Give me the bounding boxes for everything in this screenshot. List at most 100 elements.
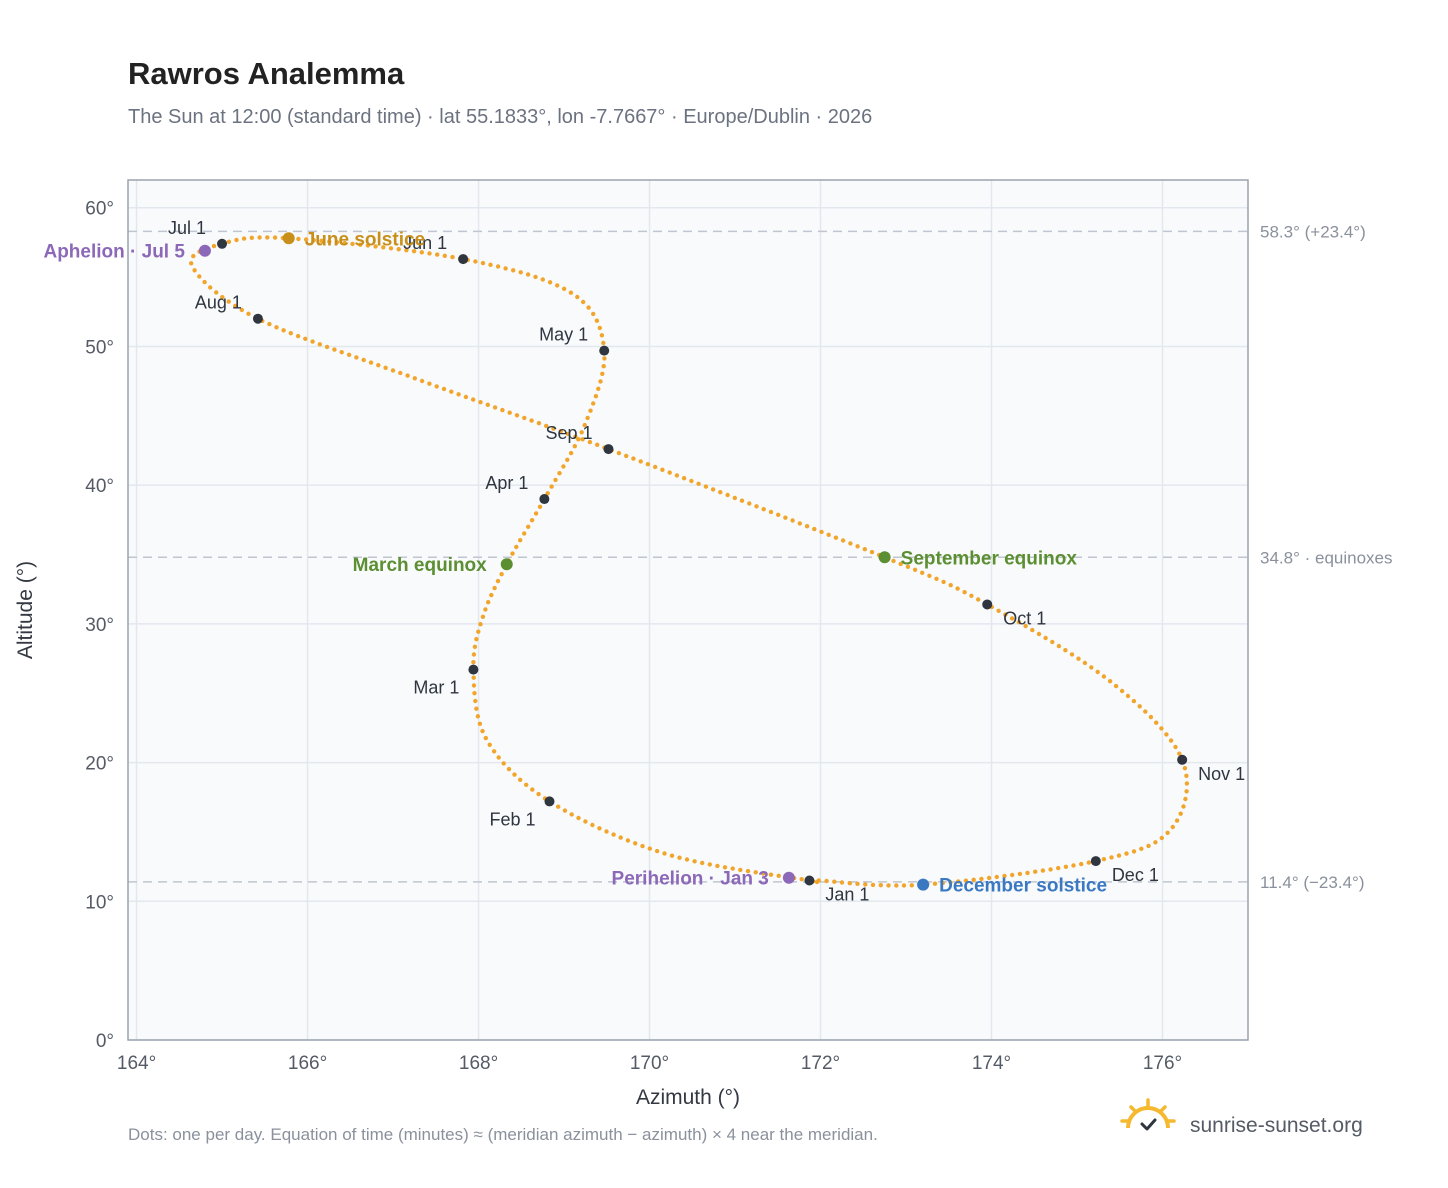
daily-sun-dot bbox=[483, 607, 488, 612]
daily-sun-dot bbox=[1086, 860, 1092, 865]
daily-sun-dot bbox=[529, 518, 535, 523]
daily-sun-dot bbox=[1056, 643, 1062, 649]
y-tick-label: 10° bbox=[85, 892, 114, 913]
daily-sun-dot bbox=[249, 235, 254, 240]
event-markers: June solstice March equinox September equi… bbox=[43, 229, 1107, 896]
daily-sun-dot bbox=[654, 848, 660, 854]
month-marker-dot bbox=[1090, 856, 1101, 867]
event-marker-label: Aphelion · Jul 5 bbox=[43, 242, 185, 263]
daily-sun-dot bbox=[819, 529, 824, 535]
daily-sun-dot bbox=[1017, 871, 1023, 877]
daily-sun-dot bbox=[1165, 830, 1170, 835]
daily-sun-dot bbox=[381, 245, 386, 250]
daily-sun-dot bbox=[553, 477, 558, 483]
daily-sun-dot bbox=[940, 880, 945, 886]
daily-sun-dot bbox=[480, 614, 486, 619]
daily-sun-dot bbox=[1016, 620, 1022, 625]
event-marker-label: December solstice bbox=[939, 876, 1107, 897]
daily-sun-dot bbox=[715, 863, 720, 869]
daily-sun-dot bbox=[597, 325, 602, 331]
daily-sun-dot bbox=[1069, 652, 1075, 657]
daily-sun-dot bbox=[575, 294, 580, 300]
daily-sun-dot bbox=[526, 524, 531, 529]
daily-sun-dot bbox=[565, 431, 571, 437]
brand-logo bbox=[1120, 1098, 1176, 1131]
daily-sun-dot bbox=[700, 860, 705, 866]
daily-sun-dot bbox=[376, 363, 381, 368]
daily-sun-dot bbox=[412, 376, 417, 381]
daily-sun-dot bbox=[847, 881, 852, 886]
daily-sun-dot bbox=[239, 307, 244, 313]
daily-sun-dot bbox=[491, 749, 497, 754]
daily-sun-dot bbox=[1131, 849, 1137, 854]
daily-sun-dot bbox=[1125, 693, 1131, 699]
event-marker-dot bbox=[782, 871, 795, 884]
daily-sun-dot bbox=[761, 871, 766, 876]
y-tick-label: 50° bbox=[85, 337, 114, 358]
daily-sun-dot bbox=[593, 394, 599, 399]
daily-sun-dot bbox=[427, 381, 432, 386]
daily-sun-dot bbox=[1023, 623, 1028, 629]
daily-sun-dot bbox=[483, 735, 488, 741]
reference-line-label: 58.3° (+23.4°) bbox=[1260, 222, 1366, 241]
daily-sun-dot bbox=[327, 239, 332, 244]
daily-sun-dot bbox=[602, 356, 607, 361]
daily-sun-dot bbox=[754, 504, 759, 509]
month-marker-dot bbox=[468, 664, 479, 675]
daily-sun-dot bbox=[257, 235, 262, 240]
daily-sun-dot bbox=[510, 551, 515, 556]
daily-sun-dot bbox=[478, 400, 483, 405]
daily-sun-dot bbox=[471, 397, 476, 402]
daily-sun-dot bbox=[233, 303, 238, 309]
daily-sun-dot bbox=[738, 867, 743, 873]
month-marker-dot bbox=[804, 875, 815, 886]
daily-sun-dot bbox=[365, 243, 371, 248]
daily-sun-dot bbox=[616, 450, 622, 456]
month-marker-dot bbox=[603, 444, 614, 455]
daily-sun-dot bbox=[544, 423, 549, 429]
daily-sun-dot bbox=[1076, 656, 1081, 661]
daily-sun-dot bbox=[524, 782, 529, 787]
daily-sun-dot bbox=[855, 881, 860, 886]
daily-sun-dot bbox=[826, 532, 831, 537]
daily-sun-dot bbox=[862, 547, 867, 552]
daily-sun-dot bbox=[435, 252, 440, 257]
daily-sun-dot bbox=[226, 239, 232, 244]
daily-sun-dot bbox=[1043, 635, 1048, 641]
daily-sun-dot bbox=[941, 579, 946, 585]
daily-sun-dot bbox=[434, 384, 439, 389]
daily-sun-dot bbox=[1181, 804, 1186, 809]
x-tick-label: 164° bbox=[117, 1053, 156, 1074]
daily-sun-dot bbox=[1184, 773, 1189, 778]
daily-sun-dot bbox=[824, 878, 829, 884]
daily-sun-dot bbox=[1071, 863, 1076, 868]
event-marker-dot bbox=[500, 558, 513, 571]
y-axis-label: Altitude (°) bbox=[14, 561, 37, 659]
month-marker-dot bbox=[1177, 754, 1188, 765]
daily-sun-dot bbox=[848, 541, 853, 546]
event-marker-label: March equinox bbox=[353, 555, 488, 576]
daily-sun-dot bbox=[511, 268, 516, 273]
daily-sun-dot bbox=[569, 812, 574, 817]
daily-sun-dot bbox=[692, 859, 697, 864]
x-tick-label: 168° bbox=[459, 1053, 498, 1074]
daily-sun-dot bbox=[753, 870, 758, 875]
daily-sun-dot bbox=[561, 464, 566, 469]
daily-sun-dot bbox=[601, 364, 606, 369]
event-marker-dot bbox=[198, 244, 211, 257]
daily-sun-dot bbox=[568, 290, 574, 295]
daily-sun-dot bbox=[226, 299, 231, 304]
daily-sun-dot bbox=[296, 236, 301, 242]
reference-line-label: 34.8° · equinoxes bbox=[1260, 548, 1393, 567]
daily-sun-dot bbox=[598, 379, 603, 384]
daily-sun-dot bbox=[797, 521, 802, 526]
daily-sun-dot bbox=[1154, 720, 1159, 725]
daily-sun-dot bbox=[594, 318, 600, 323]
daily-sun-dot bbox=[499, 572, 504, 577]
daily-sun-dot bbox=[573, 434, 578, 439]
daily-sun-dot bbox=[1107, 679, 1113, 684]
daily-sun-dot bbox=[303, 237, 309, 242]
daily-sun-dot bbox=[588, 408, 593, 413]
daily-sun-dot bbox=[707, 862, 712, 867]
